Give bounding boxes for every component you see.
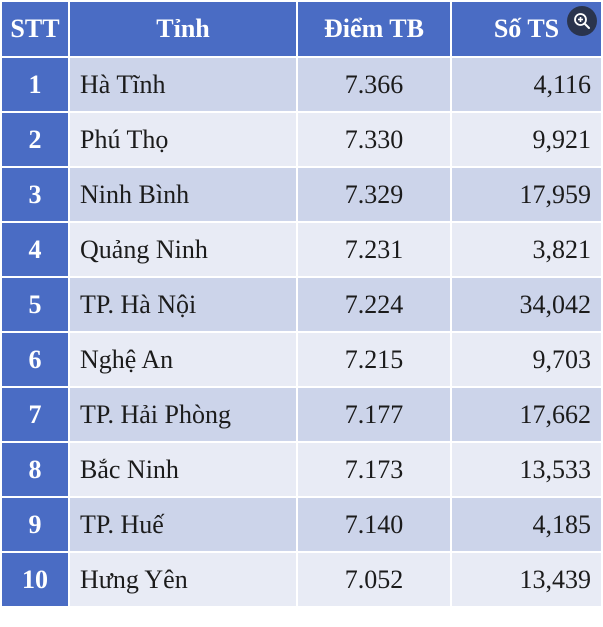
- cell-province: TP. Hà Nội: [70, 278, 296, 331]
- cell-province: TP. Huế: [70, 498, 296, 551]
- cell-province: Hưng Yên: [70, 553, 296, 606]
- cell-stt: 9: [2, 498, 68, 551]
- cell-province: Phú Thọ: [70, 113, 296, 166]
- cell-candidate-count: 4,116: [452, 58, 601, 111]
- ranking-table: STT Tỉnh Điểm TB Số TS 1 Hà Tĩnh 7.366 4,11…: [2, 2, 601, 606]
- cell-province: Ninh Bình: [70, 168, 296, 221]
- cell-stt: 7: [2, 388, 68, 441]
- cell-average-score: 7.173: [298, 443, 450, 496]
- cell-average-score: 7.177: [298, 388, 450, 441]
- cell-province: Bắc Ninh: [70, 443, 296, 496]
- cell-province: TP. Hải Phòng: [70, 388, 296, 441]
- table-row: 4 Quảng Ninh 7.231 3,821: [2, 223, 601, 276]
- cell-stt: 10: [2, 553, 68, 606]
- cell-candidate-count: 17,959: [452, 168, 601, 221]
- cell-stt: 3: [2, 168, 68, 221]
- table-body: 1 Hà Tĩnh 7.366 4,116 2 Phú Thọ 7.330 9,921 3 Nin…: [2, 58, 601, 606]
- cell-average-score: 7.140: [298, 498, 450, 551]
- cell-average-score: 7.224: [298, 278, 450, 331]
- header-row: STT Tỉnh Điểm TB Số TS: [2, 2, 601, 56]
- column-header-stt: STT: [2, 2, 68, 56]
- table-row: 6 Nghệ An 7.215 9,703: [2, 333, 601, 386]
- table-row: 8 Bắc Ninh 7.173 13,533: [2, 443, 601, 496]
- table-row: 7 TP. Hải Phòng 7.177 17,662: [2, 388, 601, 441]
- zoom-in-icon[interactable]: [567, 6, 597, 36]
- table-row: 10 Hưng Yên 7.052 13,439: [2, 553, 601, 606]
- column-header-province: Tỉnh: [70, 2, 296, 56]
- cell-province: Quảng Ninh: [70, 223, 296, 276]
- cell-average-score: 7.329: [298, 168, 450, 221]
- cell-candidate-count: 17,662: [452, 388, 601, 441]
- cell-stt: 6: [2, 333, 68, 386]
- table-row: 3 Ninh Bình 7.329 17,959: [2, 168, 601, 221]
- cell-stt: 4: [2, 223, 68, 276]
- cell-stt: 5: [2, 278, 68, 331]
- cell-average-score: 7.231: [298, 223, 450, 276]
- table-row: 1 Hà Tĩnh 7.366 4,116: [2, 58, 601, 111]
- table-row: 2 Phú Thọ 7.330 9,921: [2, 113, 601, 166]
- cell-stt: 1: [2, 58, 68, 111]
- cell-province: Hà Tĩnh: [70, 58, 296, 111]
- cell-average-score: 7.366: [298, 58, 450, 111]
- cell-average-score: 7.052: [298, 553, 450, 606]
- cell-candidate-count: 13,533: [452, 443, 601, 496]
- column-header-average-score: Điểm TB: [298, 2, 450, 56]
- cell-province: Nghệ An: [70, 333, 296, 386]
- cell-stt: 2: [2, 113, 68, 166]
- table-row: 5 TP. Hà Nội 7.224 34,042: [2, 278, 601, 331]
- cell-candidate-count: 9,921: [452, 113, 601, 166]
- cell-candidate-count: 4,185: [452, 498, 601, 551]
- cell-candidate-count: 9,703: [452, 333, 601, 386]
- table-row: 9 TP. Huế 7.140 4,185: [2, 498, 601, 551]
- cell-candidate-count: 34,042: [452, 278, 601, 331]
- magnifier-plus-glyph: [574, 13, 590, 29]
- cell-average-score: 7.330: [298, 113, 450, 166]
- cell-candidate-count: 13,439: [452, 553, 601, 606]
- cell-candidate-count: 3,821: [452, 223, 601, 276]
- cell-average-score: 7.215: [298, 333, 450, 386]
- cell-stt: 8: [2, 443, 68, 496]
